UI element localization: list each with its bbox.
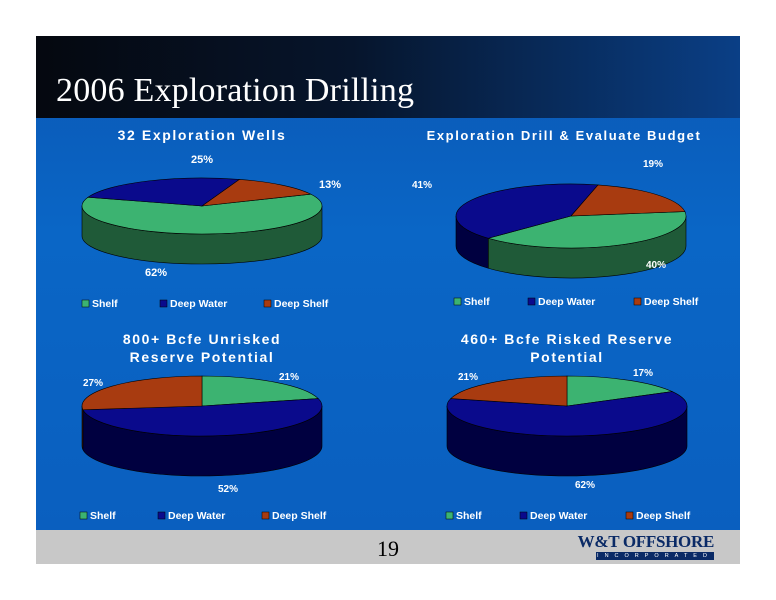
pie-slice-deep-water [455, 183, 599, 239]
chart-title: Exploration Drill & Evaluate Budget [427, 128, 702, 143]
data-label: 41% [412, 180, 432, 191]
pie-slice-shelf [81, 193, 323, 235]
pie-slice-deep-water [446, 391, 688, 437]
legend-swatch [453, 297, 462, 306]
pie-slice-shelf [201, 375, 319, 407]
company-logo: W&T OFFSHORE INCORPORATED [574, 532, 714, 562]
legend-label: Shelf [456, 510, 482, 522]
pie-slice-shelf [566, 375, 674, 407]
page-number: 19 [377, 536, 399, 561]
data-label: 62% [145, 267, 167, 279]
chart-title: Potential [530, 349, 604, 365]
data-label: 25% [191, 154, 213, 166]
data-label: 21% [458, 372, 478, 383]
chart-legend: Shelf Deep Water Deep Shelf [445, 510, 691, 522]
legend-label: Deep Water [170, 298, 227, 310]
pie-chart-1: 32 Exploration Wells 62% 25% 13% Shelf Deep W… [81, 127, 341, 310]
title-bar: 2006 Exploration Drilling [36, 36, 740, 118]
pie-slice-deep-shelf [200, 179, 312, 207]
chart-legend: Shelf Deep Water Deep Shelf [453, 296, 699, 308]
data-label: 19% [643, 159, 663, 170]
slide-title: 2006 Exploration Drilling [56, 72, 415, 109]
legend-label: Deep Shelf [636, 510, 691, 522]
data-label: 27% [83, 378, 103, 389]
pie-slice-deep-shelf [450, 375, 568, 407]
data-label: 40% [646, 260, 666, 271]
pie-slice-deep-shelf [81, 375, 203, 411]
legend-swatch [157, 511, 166, 520]
data-label: 21% [279, 372, 299, 383]
chart-legend: Shelf Deep Water Deep Shelf [79, 510, 327, 522]
legend-label: Deep Shelf [272, 510, 327, 522]
data-label: 62% [575, 480, 595, 491]
chart-legend: Shelf Deep Water Deep Shelf [81, 298, 329, 310]
slide: 2006 Exploration Drilling 32 Exploration… [36, 36, 740, 530]
data-label: 52% [218, 484, 238, 495]
legend-label: Deep Water [168, 510, 225, 522]
pie-slice-deep-water [87, 177, 241, 207]
pie-chart-4: 460+ Bcfe Risked Reserve Potential 17% 62% 2… [445, 331, 691, 522]
legend-label: Shelf [90, 510, 116, 522]
pie-slice-deep-shelf [570, 184, 686, 217]
pie-chart-3: 800+ Bcfe Unrisked Reserve Potential 21% 52… [79, 331, 327, 522]
data-label: 17% [633, 368, 653, 379]
footer-bar: 19 W&T OFFSHORE INCORPORATED [36, 530, 740, 564]
legend-swatch [81, 299, 90, 308]
legend-label: Shelf [464, 296, 490, 308]
legend-swatch [527, 297, 536, 306]
legend-label: Deep Shelf [274, 298, 329, 310]
data-label: 13% [319, 179, 341, 191]
pie-charts: 32 Exploration Wells 62% 25% 13% Shelf Deep W… [79, 127, 702, 522]
chart-title: 460+ Bcfe Risked Reserve [461, 331, 673, 347]
legend-label: Deep Water [530, 510, 587, 522]
legend-swatch [159, 299, 168, 308]
pie-chart-2: Exploration Drill & Evaluate Budget 40% 41… [412, 128, 702, 308]
logo-subtext: INCORPORATED [596, 552, 714, 560]
chart-title: Reserve Potential [130, 349, 275, 365]
legend-label: Shelf [92, 298, 118, 310]
pie-side-deep-shelf [81, 405, 84, 450]
legend-label: Deep Water [538, 296, 595, 308]
legend-swatch [263, 299, 272, 308]
legend-swatch [633, 297, 642, 306]
legend-swatch [519, 511, 528, 520]
pie-slice-shelf [487, 211, 687, 249]
chart-title: 800+ Bcfe Unrisked [123, 331, 281, 347]
legend-label: Deep Shelf [644, 296, 699, 308]
legend-swatch [445, 511, 454, 520]
legend-swatch [79, 511, 88, 520]
legend-swatch [625, 511, 634, 520]
legend-swatch [261, 511, 270, 520]
logo-text: W&T OFFSHORE [577, 532, 715, 551]
chart-title: 32 Exploration Wells [118, 127, 287, 143]
